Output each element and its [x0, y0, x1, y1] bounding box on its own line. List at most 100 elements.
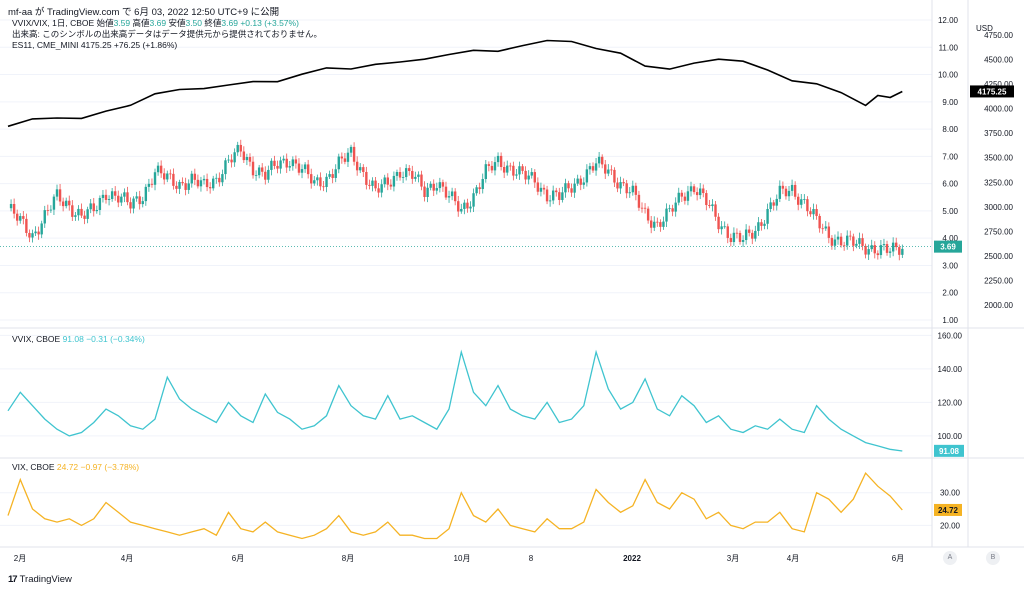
candle-body — [398, 172, 402, 178]
es11-line[interactable] — [7, 39, 903, 128]
candle-body — [548, 200, 552, 202]
candle-body — [588, 166, 592, 170]
vix-tick-label: 30.00 — [940, 489, 961, 498]
candle-body — [144, 186, 148, 202]
ratio-tick-label: 9.00 — [942, 98, 958, 107]
candle-body — [898, 247, 901, 255]
vvix-legend[interactable]: VVIX, CBOE 91.08 −0.31 (−0.34%) — [12, 334, 145, 345]
candle-body — [830, 237, 834, 246]
candle-body — [812, 209, 815, 215]
time-tick-label: 6月 — [232, 554, 244, 563]
candle-body — [649, 220, 653, 228]
candle-body — [757, 222, 760, 231]
candle-body — [493, 162, 497, 171]
candle-body — [542, 187, 546, 190]
candle-body — [610, 169, 613, 171]
tradingview-logo-icon: 17 — [8, 574, 18, 585]
candle-body — [747, 229, 751, 233]
candle-body — [343, 158, 347, 162]
candle-body — [797, 196, 800, 205]
candle-body — [28, 232, 31, 238]
ratio-tick-label: 8.00 — [942, 125, 958, 134]
candle-body — [499, 155, 503, 168]
candle-body — [178, 181, 181, 189]
candle-body — [270, 160, 273, 170]
candle-body — [824, 226, 827, 229]
open-label: 始値 — [96, 18, 114, 28]
candle-body — [43, 210, 46, 224]
candle-body — [276, 165, 279, 169]
time-scale[interactable]: 2月 4月 6月 8月 10月 8 2022 3月 4月 6月 — [14, 554, 904, 563]
candle-body — [261, 167, 264, 172]
ratio-tick-label: 10.00 — [938, 71, 959, 80]
candle-body — [193, 173, 197, 180]
ratio-price-scale[interactable]: 1.00 2.00 3.00 4.00 5.00 6.00 7.00 8.00 9.00 10.0… — [938, 16, 959, 325]
candle-body — [251, 161, 255, 176]
candle-body — [821, 228, 824, 230]
candle-body — [438, 182, 442, 189]
candle-body — [221, 174, 224, 183]
candle-body — [460, 208, 463, 212]
candle-body — [392, 175, 396, 187]
candle-body — [331, 174, 334, 178]
high-value: 3.69 — [149, 18, 167, 28]
usd-tick-label: 2750.00 — [984, 227, 1013, 236]
usd-price-scale[interactable]: 2000.00 2250.00 2500.00 2750.00 3000.00 3250.… — [976, 24, 1014, 310]
usd-tick-label: 2500.00 — [984, 252, 1013, 261]
candle-body — [328, 174, 331, 177]
candle-body — [714, 204, 717, 217]
main-symbol-legend[interactable]: VVIX/VIX, 1日, CBOE 始値3.59 高値3.69 安値3.50 … — [12, 18, 299, 29]
es-symbol-name: ES11, CME_MINI — [12, 40, 79, 50]
candle-body — [680, 192, 684, 197]
candle-body — [208, 187, 212, 189]
scale-b-button[interactable]: B — [986, 551, 1000, 565]
vvix-price-scale[interactable]: 100.00 120.00 140.00 160.00 — [938, 331, 963, 441]
candle-body — [163, 173, 166, 180]
vvix-tick-label: 140.00 — [938, 365, 963, 374]
close-value: 3.69 — [221, 18, 238, 28]
time-tick-label: 2月 — [14, 554, 26, 563]
open-value: 3.59 — [113, 18, 131, 28]
tradingview-footer[interactable]: 17 TradingView — [8, 574, 72, 585]
candle-body — [855, 243, 858, 246]
candle-body — [37, 231, 40, 235]
candle-body — [12, 203, 16, 214]
candle-body — [55, 189, 59, 197]
vix-tick-label: 20.00 — [940, 521, 961, 530]
candle-body — [22, 216, 25, 219]
vix-line[interactable] — [7, 471, 903, 540]
candle-body — [279, 160, 282, 169]
candle-body — [212, 178, 215, 189]
candle-body — [628, 192, 631, 194]
es-legend[interactable]: ES11, CME_MINI 4175.25 +76.25 (+1.86%) — [12, 40, 177, 51]
auto-scale-button[interactable]: A — [943, 551, 957, 565]
candle-body — [355, 161, 359, 171]
candle-body — [233, 152, 236, 163]
candle-body — [533, 172, 537, 183]
vix-legend[interactable]: VIX, CBOE 24.72 −0.97 (−3.78%) — [12, 462, 139, 473]
candle-body — [692, 186, 696, 193]
candle-body — [159, 165, 163, 174]
candle-body — [205, 178, 209, 188]
vix-price-scale[interactable]: 20.00 30.00 — [940, 489, 961, 531]
vix-last-value: 24.72 — [938, 506, 959, 515]
candle-body — [129, 202, 132, 209]
candle-body — [555, 190, 558, 193]
candle-body — [659, 222, 662, 227]
candle-body — [297, 163, 301, 173]
candle-body — [818, 215, 821, 229]
candle-body — [558, 192, 561, 201]
change-value: +0.13 (+3.57%) — [240, 18, 299, 28]
candle-body — [711, 204, 714, 207]
candle-body — [573, 183, 576, 193]
vvix-vix-candles[interactable] — [9, 139, 904, 261]
candle-body — [98, 197, 102, 210]
candle-body — [665, 208, 668, 222]
usd-tick-label: 4250.00 — [984, 80, 1013, 89]
candle-body — [25, 218, 28, 233]
candle-body — [408, 168, 411, 172]
usd-tick-label: 3000.00 — [984, 203, 1013, 212]
candle-body — [117, 195, 120, 203]
vvix-line[interactable] — [7, 349, 903, 452]
